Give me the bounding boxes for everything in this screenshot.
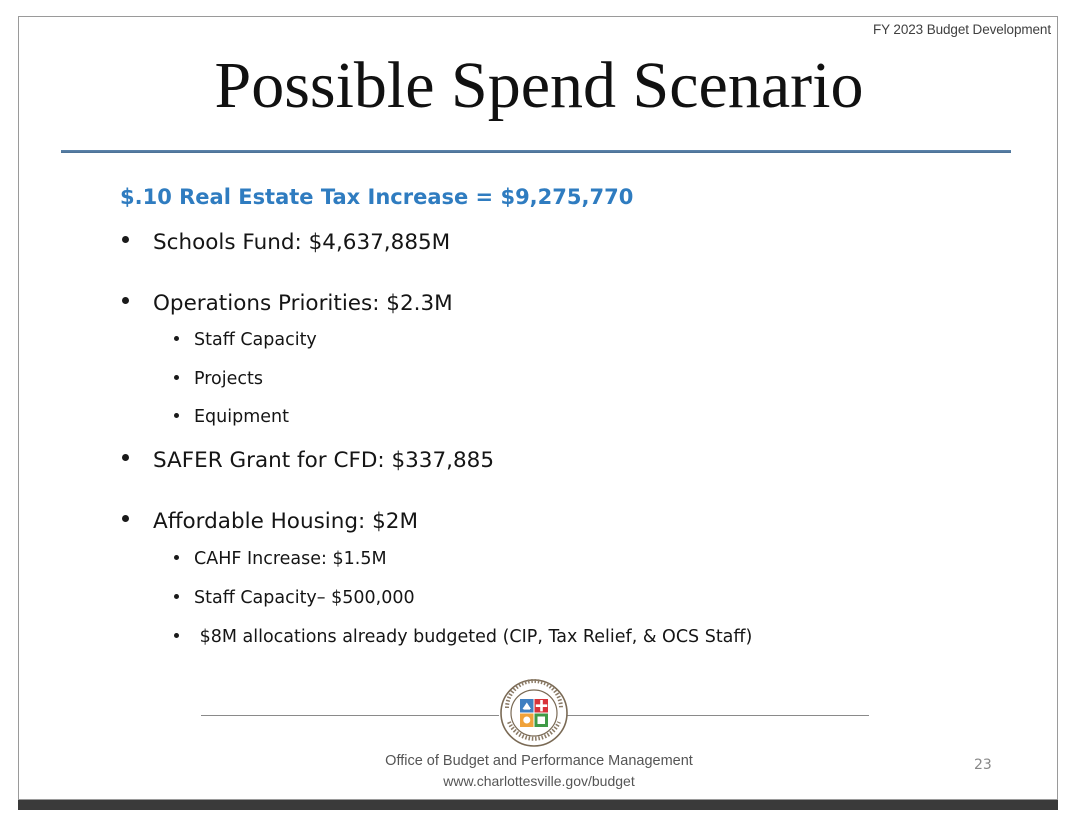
sub-bullet-equipment: Equipment <box>174 407 289 427</box>
bullet-icon <box>174 633 179 638</box>
bullet-text: $8M allocations already budgeted (CIP, T… <box>194 627 753 647</box>
footer-office-name: Office of Budget and Performance Managem… <box>385 753 693 769</box>
bullet-schools-fund: Schools Fund: $4,637,885M <box>122 230 450 255</box>
sub-bullet-cahf-increase: CAHF Increase: $1.5M <box>174 549 387 569</box>
sub-bullet-projects: Projects <box>174 369 263 389</box>
title-divider <box>61 150 1011 153</box>
bullet-text: Affordable Housing: $2M <box>153 509 419 534</box>
bullet-text: Equipment <box>194 407 289 427</box>
footer-divider-left <box>201 715 499 716</box>
header-tag: FY 2023 Budget Development <box>872 22 1051 37</box>
bottom-bar <box>18 800 1058 810</box>
bullet-text: Staff Capacity <box>194 330 317 350</box>
bullet-text: SAFER Grant for CFD: $337,885 <box>153 448 495 473</box>
bullet-icon <box>122 236 129 243</box>
bullet-text: Operations Priorities: $2.3M <box>153 291 453 316</box>
tax-increase-heading: $.10 Real Estate Tax Increase = $9,275,7… <box>120 185 634 209</box>
sub-bullet-allocations-budgeted: $8M allocations already budgeted (CIP, T… <box>174 627 752 647</box>
bullet-text: Staff Capacity– $500,000 <box>194 588 415 608</box>
sub-bullet-staff-capacity-housing: Staff Capacity– $500,000 <box>174 588 415 608</box>
slide-title: Possible Spend Scenario <box>214 49 864 122</box>
bullet-safer-grant: SAFER Grant for CFD: $337,885 <box>122 448 494 473</box>
bullet-text: Schools Fund: $4,637,885M <box>153 230 451 255</box>
bullet-operations-priorities: Operations Priorities: $2.3M <box>122 291 453 316</box>
footer-url: www.charlottesville.gov/budget <box>443 773 635 789</box>
sub-bullet-staff-capacity: Staff Capacity <box>174 330 317 350</box>
bullet-icon <box>174 413 179 418</box>
city-seal-icon <box>500 679 568 747</box>
bullet-icon <box>122 297 129 304</box>
slide: FY 2023 Budget Development Possible Spen… <box>18 16 1058 800</box>
bullet-affordable-housing: Affordable Housing: $2M <box>122 509 418 534</box>
bullet-icon <box>122 515 129 522</box>
bullet-icon <box>174 594 179 599</box>
bullet-text: CAHF Increase: $1.5M <box>194 549 387 569</box>
bullet-icon <box>174 375 179 380</box>
bullet-icon <box>122 454 129 461</box>
bullet-text: Projects <box>194 369 263 389</box>
footer-divider-right <box>567 715 869 716</box>
bullet-icon <box>174 336 179 341</box>
page-number: 23 <box>974 757 992 773</box>
bullet-icon <box>174 555 179 560</box>
